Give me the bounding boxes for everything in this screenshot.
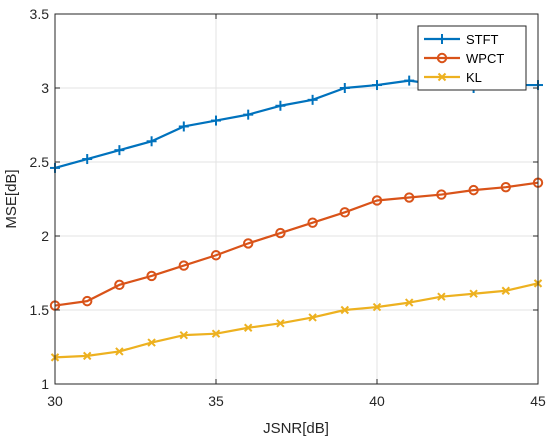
data-point [308, 313, 317, 322]
data-point [371, 195, 383, 206]
tick-labels: 30 35 40 45 1 1.5 2 2.5 3 3.5 [30, 6, 546, 409]
data-point [211, 329, 221, 338]
data-point [436, 52, 448, 64]
y-axis-label: MSE[dB] [3, 169, 20, 228]
data-point [404, 75, 415, 86]
data-point [372, 80, 382, 91]
data-point [146, 136, 157, 147]
data-point [339, 207, 350, 218]
legend-box [417, 25, 527, 91]
data-point [340, 305, 350, 315]
data-point [178, 260, 190, 271]
data-point [82, 154, 93, 165]
data-point [178, 121, 189, 132]
data-point [437, 72, 447, 82]
legend-item-wpct: WPCT [424, 51, 504, 66]
legend-label: WPCT [466, 51, 504, 66]
data-point [307, 217, 318, 228]
legend: STFT WPCT KL [417, 25, 527, 91]
y-tick-label: 1 [41, 376, 49, 392]
x-tick-label: 35 [208, 393, 224, 409]
data-point [307, 94, 318, 105]
data-point [82, 295, 93, 307]
series-line [54, 282, 539, 359]
legend-label: STFT [466, 32, 499, 47]
axes [54, 13, 539, 385]
data-point [211, 115, 221, 126]
y-tick-label: 3.5 [30, 6, 50, 22]
data-point [243, 323, 253, 332]
data-point [372, 302, 382, 312]
data-point [275, 227, 286, 239]
data-point [210, 250, 222, 261]
data-point [437, 292, 446, 301]
data-point [147, 338, 156, 347]
legend-item-stft: STFT [424, 32, 499, 47]
axes-box [54, 13, 539, 385]
data-point [243, 109, 254, 120]
legend-label: KL [466, 70, 482, 85]
data-point [500, 181, 511, 193]
y-tick-label: 1.5 [30, 302, 50, 318]
series-kl [50, 279, 543, 362]
data-point [436, 189, 447, 200]
data-point [146, 270, 157, 282]
data-point [115, 347, 124, 356]
legend-item-kl: KL [424, 70, 482, 85]
data-point [468, 184, 479, 196]
data-point [437, 34, 447, 44]
x-tick-label: 45 [530, 393, 546, 409]
data-point [114, 145, 125, 156]
x-tick-label: 40 [369, 393, 385, 409]
y-tick-label: 2 [41, 228, 49, 244]
x-axis-label: JSNR[dB] [263, 420, 329, 437]
data-point [179, 330, 189, 340]
y-tick-label: 2.5 [30, 154, 50, 170]
data-point [82, 351, 92, 361]
data-point [404, 298, 414, 307]
series-line [54, 181, 539, 307]
data-point [501, 286, 511, 295]
x-tick-label: 30 [47, 393, 63, 409]
y-tick-label: 3 [41, 80, 49, 96]
data-point [469, 289, 478, 298]
data-point [404, 192, 415, 203]
data-point [339, 83, 350, 93]
data-point [243, 238, 254, 249]
data-point [276, 319, 285, 328]
data-point [275, 100, 286, 111]
data-point [114, 279, 125, 291]
